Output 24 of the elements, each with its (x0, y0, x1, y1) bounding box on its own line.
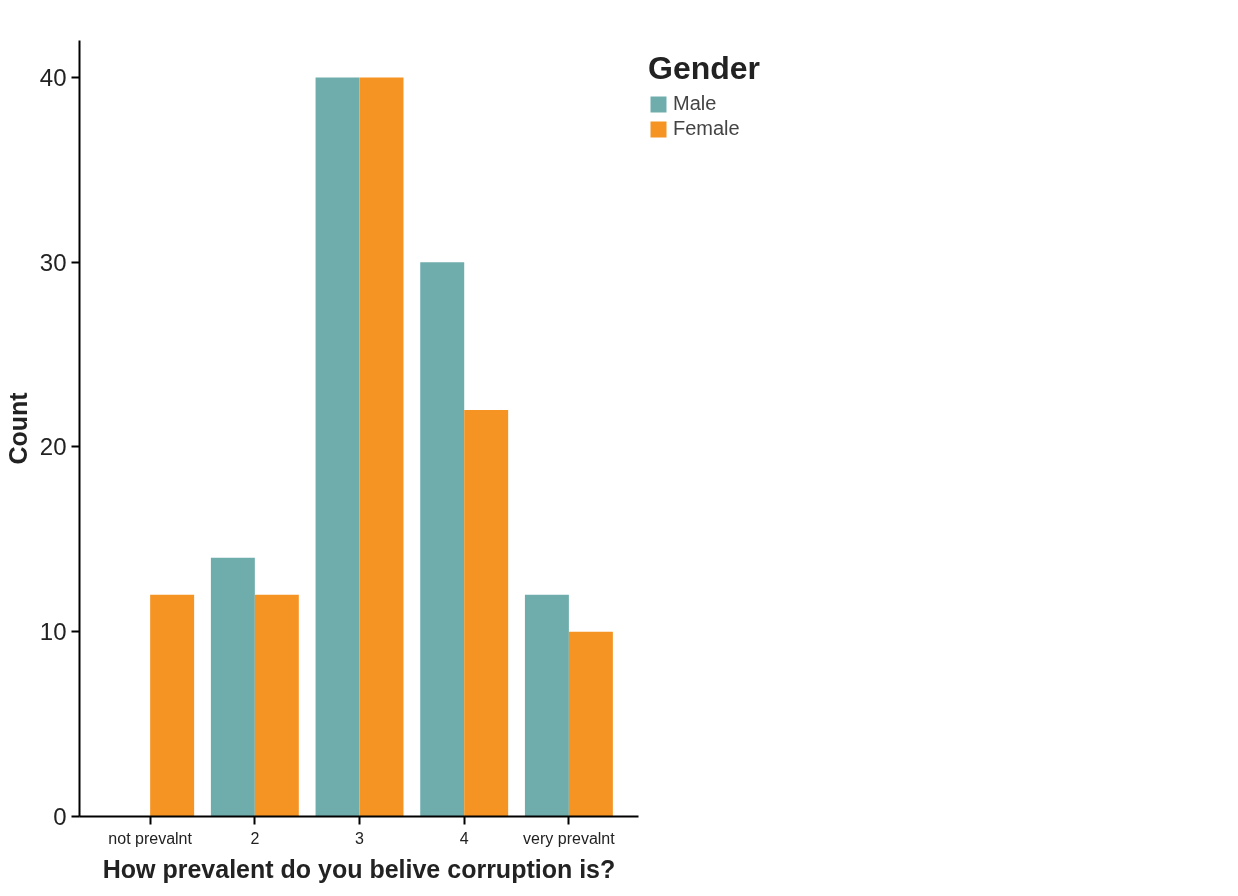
x-tick-label: 3 (355, 829, 365, 847)
bar (210, 557, 255, 817)
x-axis-title: How prevalent do you belive corruption is? (102, 854, 616, 883)
bar (568, 631, 613, 817)
bar (524, 594, 569, 817)
x-tick-label: 4 (459, 829, 469, 847)
y-tick-label: 0 (53, 803, 67, 830)
y-tick-label: 30 (39, 248, 67, 276)
legend-label: Male (673, 92, 717, 115)
legend-label: Female (673, 117, 740, 140)
x-tick-label: 2 (250, 829, 260, 847)
y-tick-label: 10 (39, 618, 67, 646)
bar (315, 77, 360, 817)
bar (420, 262, 465, 817)
x-tick-label: not prevalnt (108, 829, 193, 847)
bar (464, 410, 509, 817)
legend-title: Gender (648, 50, 761, 87)
y-tick-label: 20 (39, 433, 67, 461)
bar (254, 594, 299, 817)
y-axis-title: Count (3, 391, 32, 465)
bar (359, 77, 404, 817)
bar (150, 594, 195, 817)
x-tick-label: very prevalnt (523, 829, 616, 847)
y-tick-label: 40 (39, 63, 67, 91)
